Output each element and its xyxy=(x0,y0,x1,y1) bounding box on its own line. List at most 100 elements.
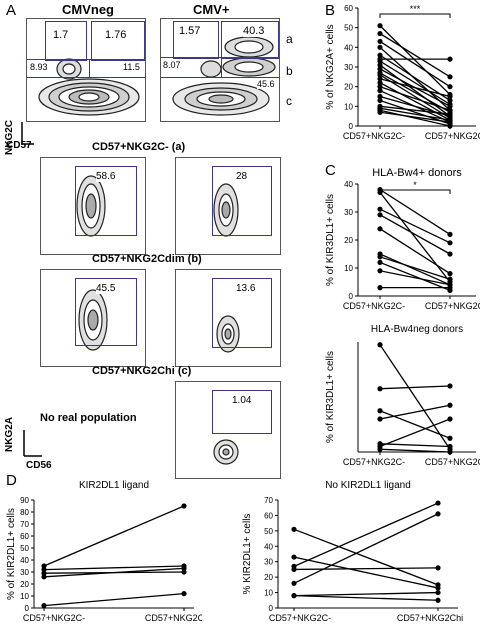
significance-bracket xyxy=(379,189,451,194)
density-contours-cmvneg xyxy=(38,58,140,116)
y-tick-label: 70 xyxy=(20,520,29,529)
y-tick-label: 60 xyxy=(20,532,29,541)
paired-line xyxy=(379,25,451,95)
paired-line xyxy=(293,502,439,567)
paired-line xyxy=(379,64,451,117)
gate-value: 45.5 xyxy=(96,283,116,294)
data-point xyxy=(447,93,453,100)
data-point xyxy=(41,570,47,576)
data-point xyxy=(377,62,383,68)
data-point xyxy=(447,107,453,113)
chart-c-bottom: HLA-Bw4neg donors % of KIR3DL1+ cells CD57… xyxy=(325,324,480,467)
y-tick-label: 10 xyxy=(344,264,353,273)
paired-line xyxy=(293,528,439,586)
y-axis-label: % of NKG2A+ cells xyxy=(325,24,336,109)
data-point xyxy=(447,276,453,282)
x-tick-label: CD57+NKG2Chi xyxy=(425,301,480,311)
data-point xyxy=(377,285,383,291)
x-tick-label: CD57+NKG2C- xyxy=(343,131,405,141)
density-plot-cmvneg: 1.7 1.76 8.93 11.5 xyxy=(26,18,146,122)
density-contours-cmvpos xyxy=(172,36,276,116)
data-point xyxy=(447,285,453,291)
data-point xyxy=(447,383,453,389)
data-point xyxy=(447,56,453,62)
data-point xyxy=(377,254,383,260)
axis-arrow-nkg2a-cd56 xyxy=(23,430,42,457)
gate-value: 13.6 xyxy=(236,283,256,294)
plot-row-c-right: 1.04 xyxy=(175,381,281,479)
data-point xyxy=(435,585,441,591)
y-tick-label: 40 xyxy=(264,542,273,551)
x-tick-label: CD57+NKG2C- xyxy=(343,457,405,467)
y-tick-label: 30 xyxy=(20,568,29,577)
data-point xyxy=(447,251,453,257)
data-point xyxy=(377,408,383,414)
y-tick-label: 30 xyxy=(344,63,353,72)
data-point xyxy=(377,44,383,50)
row-title-c: CD57+NKG2Chi (c) xyxy=(92,365,192,377)
paired-line xyxy=(379,105,451,115)
data-point xyxy=(447,416,453,422)
data-point xyxy=(447,119,453,125)
x-marker-cd57: CD57 xyxy=(6,140,32,151)
y-tick-label: 0 xyxy=(349,122,354,131)
paired-line xyxy=(379,261,451,292)
data-point xyxy=(377,88,383,94)
y-tick-label: 50 xyxy=(344,24,353,33)
chart-title: HLA-Bw4neg donors xyxy=(371,324,463,335)
gate-value: 8.93 xyxy=(30,62,48,72)
y-axis-label: % of KIR3DL1+ cells xyxy=(325,194,336,286)
data-point xyxy=(377,109,383,115)
data-point xyxy=(447,449,453,455)
y-tick-label: 60 xyxy=(344,4,353,13)
x-tick-label: CD57+NKG2Chi xyxy=(145,613,202,623)
data-point xyxy=(41,563,47,569)
data-point xyxy=(377,212,383,218)
data-point xyxy=(435,597,441,603)
significance-bracket xyxy=(379,13,451,18)
data-point xyxy=(447,103,453,109)
x-tick-label: CD57+NKG2Chi xyxy=(425,457,480,467)
data-point xyxy=(181,569,187,575)
paired-line xyxy=(379,385,451,390)
paired-line xyxy=(379,33,451,78)
plot-row-a-right: 28 xyxy=(175,157,281,255)
data-point xyxy=(291,526,297,532)
paired-line xyxy=(379,208,451,244)
paired-line xyxy=(43,505,185,567)
plot-row-b-right: 13.6 xyxy=(175,269,281,367)
y-tick-label: 20 xyxy=(20,580,29,589)
x-marker-cd56: CD56 xyxy=(26,460,52,471)
paired-line xyxy=(379,78,451,98)
chart-b: 0 10 20 30 40 50 60 % of NKG2A+ cells CD57+NKG2C… xyxy=(325,4,480,141)
paired-line xyxy=(43,567,185,578)
y-tick-label: 20 xyxy=(344,83,353,92)
data-point xyxy=(447,111,453,117)
paired-line xyxy=(379,189,451,235)
paired-line xyxy=(293,513,439,584)
paired-line xyxy=(43,592,185,607)
data-point xyxy=(447,271,453,277)
gate-value: 1.57 xyxy=(179,25,201,37)
y-tick-label: 40 xyxy=(344,43,353,52)
paired-line xyxy=(379,253,451,286)
data-point xyxy=(377,72,383,78)
paired-line xyxy=(379,82,451,121)
data-point xyxy=(291,580,297,586)
significance-marker: * xyxy=(413,180,417,190)
panel-letter-a: A xyxy=(6,2,17,19)
y-tick-label: 50 xyxy=(264,527,273,536)
y-tick-label: 50 xyxy=(20,544,29,553)
row-title-b: CD57+NKG2Cdim (b) xyxy=(92,253,202,265)
paired-line xyxy=(379,60,451,105)
paired-line xyxy=(293,591,439,597)
data-point xyxy=(377,66,383,72)
data-point xyxy=(377,80,383,86)
gate-value: 11.5 xyxy=(123,62,140,72)
gate-value: 45.6 xyxy=(257,79,275,89)
gate-value: 1.04 xyxy=(232,395,252,406)
gate-value: 8.07 xyxy=(163,60,181,70)
data-point xyxy=(377,76,383,82)
data-point xyxy=(377,38,383,45)
data-point xyxy=(447,240,453,246)
